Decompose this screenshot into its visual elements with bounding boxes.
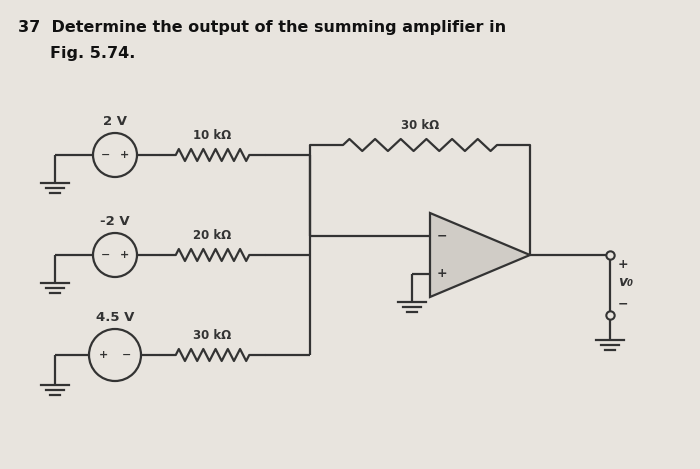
- Text: −: −: [100, 250, 110, 260]
- Text: 20 kΩ: 20 kΩ: [193, 229, 232, 242]
- Text: +: +: [99, 350, 108, 360]
- Text: −: −: [618, 297, 629, 310]
- Text: 4.5 V: 4.5 V: [96, 311, 134, 324]
- Text: +: +: [618, 258, 629, 271]
- Text: +: +: [120, 150, 130, 160]
- Text: 37  Determine the output of the summing amplifier in: 37 Determine the output of the summing a…: [18, 20, 506, 35]
- Text: Fig. 5.74.: Fig. 5.74.: [50, 46, 135, 61]
- Text: 30 kΩ: 30 kΩ: [401, 119, 439, 132]
- Text: −: −: [437, 230, 447, 242]
- Text: +: +: [120, 250, 130, 260]
- Text: 2 V: 2 V: [103, 115, 127, 128]
- Text: 10 kΩ: 10 kΩ: [193, 129, 232, 142]
- Text: v₀: v₀: [618, 275, 633, 289]
- Text: -2 V: -2 V: [100, 215, 130, 228]
- Polygon shape: [430, 213, 530, 297]
- Text: −: −: [122, 350, 132, 360]
- Text: +: +: [437, 267, 447, 280]
- Text: 30 kΩ: 30 kΩ: [193, 329, 232, 342]
- Text: −: −: [100, 150, 110, 160]
